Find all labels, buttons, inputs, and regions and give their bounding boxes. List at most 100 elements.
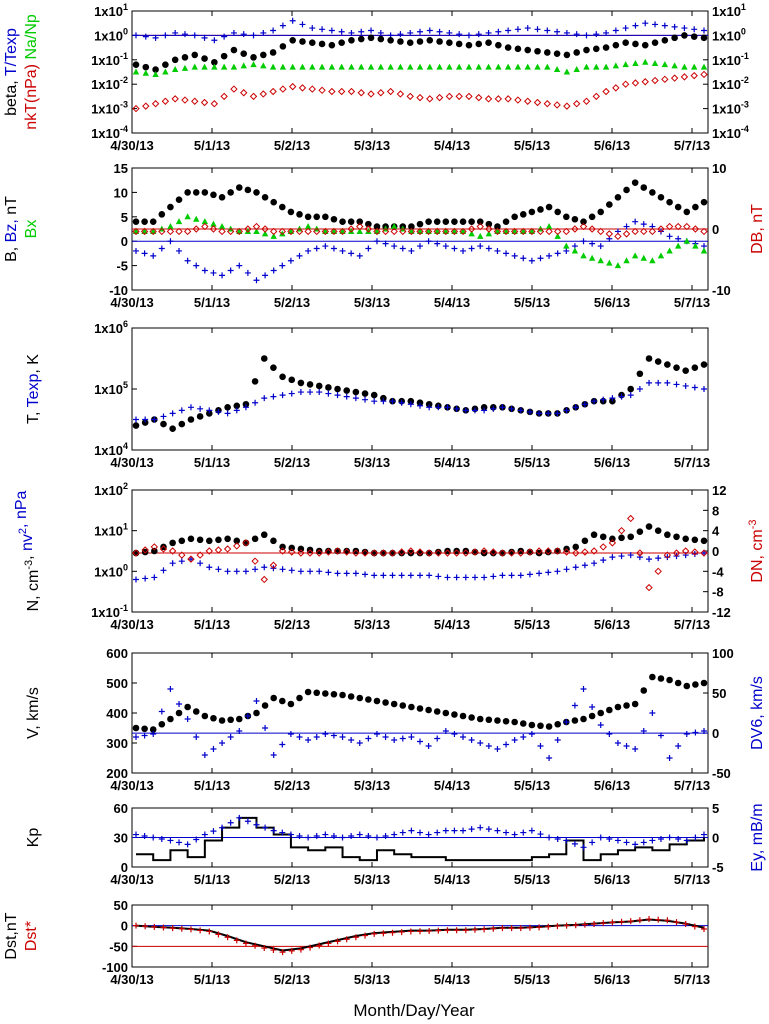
data-point — [325, 547, 332, 555]
data-point — [690, 33, 698, 40]
data-point — [537, 831, 544, 838]
data-point — [382, 699, 389, 706]
y2-tick-label: 0 — [712, 726, 719, 741]
data-point — [193, 262, 200, 269]
data-point — [348, 63, 355, 70]
data-point — [132, 61, 140, 68]
data-point — [536, 227, 545, 236]
data-point — [673, 919, 680, 926]
data-point — [654, 358, 662, 365]
data-point — [161, 97, 170, 105]
data-point — [356, 740, 363, 746]
x-tick-label: 5/3/13 — [354, 295, 390, 310]
data-point — [365, 833, 372, 840]
y-axis-label: B, Bz, nT — [3, 196, 20, 262]
data-point — [230, 46, 238, 54]
data-point — [476, 222, 484, 231]
data-point — [671, 34, 678, 42]
data-point — [398, 929, 405, 936]
data-point — [197, 405, 204, 412]
data-point — [481, 574, 488, 581]
series-dot — [132, 32, 708, 73]
data-point — [632, 746, 639, 752]
data-point — [223, 545, 232, 553]
data-point — [691, 384, 698, 391]
data-point — [528, 721, 536, 729]
data-point — [537, 255, 544, 262]
data-point — [296, 833, 303, 840]
data-point — [251, 378, 259, 385]
data-point — [433, 708, 441, 715]
data-point — [391, 737, 398, 743]
data-point — [583, 32, 590, 39]
data-point — [236, 728, 243, 734]
data-point — [178, 420, 186, 428]
data-point — [657, 252, 665, 259]
data-point — [270, 537, 277, 545]
data-point — [288, 567, 295, 574]
data-point — [298, 84, 307, 92]
data-point — [453, 405, 460, 412]
data-point — [261, 395, 268, 402]
data-point — [141, 419, 149, 426]
data-point — [151, 574, 158, 581]
data-point — [270, 947, 277, 954]
data-point — [471, 926, 478, 933]
data-point — [690, 71, 698, 80]
data-point — [141, 218, 148, 225]
y-tick-label: -10 — [109, 283, 128, 298]
data-point — [553, 101, 561, 109]
data-point — [632, 841, 639, 848]
data-point — [502, 218, 510, 225]
data-point — [494, 223, 501, 230]
data-point — [614, 837, 621, 844]
data-point — [215, 931, 222, 938]
data-point — [211, 37, 218, 44]
data-point — [435, 573, 442, 580]
data-point — [692, 729, 699, 736]
data-point — [612, 41, 620, 49]
series-triangle — [132, 58, 708, 77]
data-point — [507, 549, 516, 557]
data-point — [517, 572, 524, 579]
data-point — [606, 201, 613, 208]
data-point — [514, 45, 522, 53]
y-axis-label: beta, T/Texp — [3, 28, 20, 116]
y2-tick-label: 4 — [712, 524, 720, 539]
data-point — [554, 720, 561, 728]
data-point — [160, 543, 167, 551]
data-point — [390, 227, 398, 236]
data-point — [324, 548, 333, 556]
data-point — [499, 925, 506, 932]
data-point — [651, 76, 659, 85]
data-point — [259, 90, 268, 98]
data-point — [603, 29, 610, 36]
data-point — [526, 924, 533, 931]
data-point — [224, 404, 231, 411]
y-tick-label: 1x101 — [94, 2, 128, 19]
data-point — [132, 68, 140, 75]
data-point — [160, 567, 167, 574]
data-point — [304, 227, 312, 236]
data-point — [227, 819, 234, 826]
data-point — [517, 549, 525, 557]
data-point — [367, 90, 375, 98]
data-point — [511, 737, 518, 743]
data-point — [554, 737, 561, 743]
data-point — [649, 189, 656, 196]
data-point — [640, 184, 648, 191]
data-point — [517, 547, 525, 555]
data-point — [563, 922, 570, 929]
series-diamond — [132, 70, 708, 113]
data-point — [322, 213, 329, 221]
data-point — [426, 572, 433, 579]
data-point — [649, 837, 656, 844]
data-point — [159, 545, 168, 553]
data-point — [206, 928, 213, 935]
data-point — [279, 85, 287, 93]
data-point — [140, 227, 149, 236]
data-point — [296, 694, 303, 702]
data-point — [494, 717, 501, 724]
data-point — [456, 31, 463, 38]
data-point — [150, 543, 159, 551]
